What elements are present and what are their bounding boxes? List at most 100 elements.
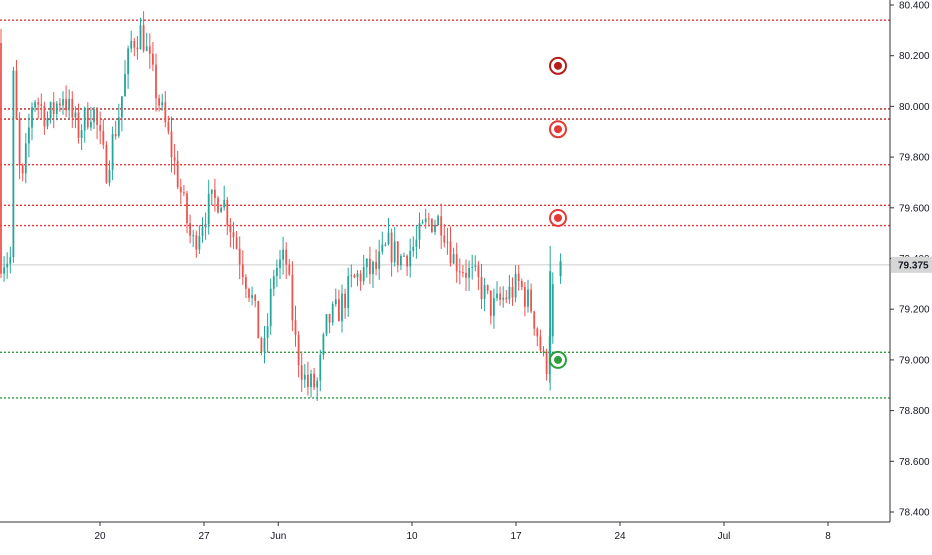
candle-up — [201, 227, 204, 237]
time-tick-label: 17 — [510, 531, 522, 542]
candle-up — [117, 117, 120, 137]
candle-up — [46, 117, 49, 127]
candle-down — [114, 134, 117, 137]
candle-down — [241, 264, 244, 278]
candle-up — [551, 284, 554, 337]
candle-down — [477, 265, 480, 277]
time-tick-label: 27 — [198, 531, 210, 542]
candle-up — [378, 251, 381, 269]
candle-up — [276, 268, 278, 277]
candle-up — [325, 314, 328, 335]
candle-down — [359, 273, 362, 282]
candle-up — [303, 374, 306, 380]
candle-down — [158, 98, 160, 106]
candle-down — [307, 374, 309, 387]
horizontal-levels — [0, 19, 890, 399]
candle-up — [381, 244, 384, 252]
candle-down — [338, 299, 340, 322]
candle-down — [238, 248, 241, 265]
candle-up — [24, 143, 27, 174]
candle-down — [254, 295, 257, 302]
candle-down — [313, 373, 315, 388]
price-tick-label: 78.600 — [899, 457, 930, 468]
candle-up — [502, 297, 505, 300]
candle-down — [375, 261, 377, 269]
candle-down — [449, 241, 452, 264]
time-tick-label: 10 — [406, 531, 418, 542]
candle-up — [130, 41, 133, 49]
candle-up — [207, 193, 210, 225]
candle-up — [387, 232, 390, 245]
candle-up — [251, 295, 253, 298]
resistance-marker-dot — [554, 125, 562, 134]
candle-down — [489, 290, 492, 316]
price-tick-label: 80.200 — [899, 51, 930, 62]
candle-up — [49, 102, 52, 118]
candle-up — [90, 122, 92, 128]
candle-down — [77, 112, 80, 138]
candle-down — [520, 281, 523, 288]
candle-up — [384, 244, 387, 246]
candle-up — [471, 267, 474, 269]
candle-down — [248, 288, 250, 298]
candle-down — [369, 258, 371, 275]
candle-up — [437, 216, 439, 225]
candle-up — [527, 289, 529, 307]
candle-down — [142, 25, 145, 51]
price-tick-label: 80.000 — [899, 102, 930, 113]
candle-up — [319, 354, 322, 381]
candle-up — [409, 250, 412, 267]
candle-up — [12, 70, 15, 258]
candle-down — [536, 328, 539, 337]
candle-down — [542, 350, 545, 352]
candle-down — [170, 131, 173, 158]
candle-down — [102, 130, 105, 145]
candle-up — [474, 265, 477, 268]
candle-up — [269, 288, 272, 327]
candle-up — [28, 127, 30, 144]
candle-up — [68, 98, 71, 111]
candle-down — [328, 314, 331, 323]
candle-down — [396, 241, 399, 266]
candle-down — [71, 98, 74, 118]
candle-up — [372, 261, 374, 275]
candle-down — [245, 277, 247, 289]
candle-up — [55, 103, 58, 115]
candle-up — [121, 96, 123, 118]
candle-up — [80, 130, 83, 138]
candle-down — [285, 249, 288, 265]
candle-down — [232, 232, 235, 238]
candle-down — [353, 275, 356, 278]
candle-up — [496, 293, 498, 299]
time-tick-label: 24 — [614, 531, 626, 542]
candle-down — [440, 216, 443, 236]
candle-down — [15, 70, 18, 120]
candle-up — [365, 258, 368, 268]
price-tick-label: 78.800 — [899, 406, 930, 417]
candle-down — [499, 293, 501, 300]
candle-down — [455, 254, 458, 272]
current-price-label: 79.375 — [898, 260, 929, 271]
candle-up — [31, 107, 33, 128]
candle-up — [483, 285, 486, 300]
candle-up — [139, 25, 142, 50]
candle-up — [108, 169, 111, 183]
candle-down — [189, 223, 191, 236]
price-tick-label: 79.000 — [899, 355, 930, 366]
candle-down — [530, 289, 532, 312]
candle-down — [226, 200, 229, 225]
candle-up — [316, 380, 319, 388]
candle-up — [508, 286, 511, 300]
candle-down — [43, 105, 46, 127]
candle-up — [493, 298, 495, 316]
current-price-label-bg — [891, 256, 932, 273]
candle-down — [465, 272, 467, 278]
candle-down — [173, 157, 176, 161]
candle-up — [362, 267, 365, 282]
candle-up — [468, 268, 470, 278]
candle-down — [480, 276, 483, 300]
candle-down — [21, 165, 24, 174]
candle-down — [524, 287, 526, 307]
